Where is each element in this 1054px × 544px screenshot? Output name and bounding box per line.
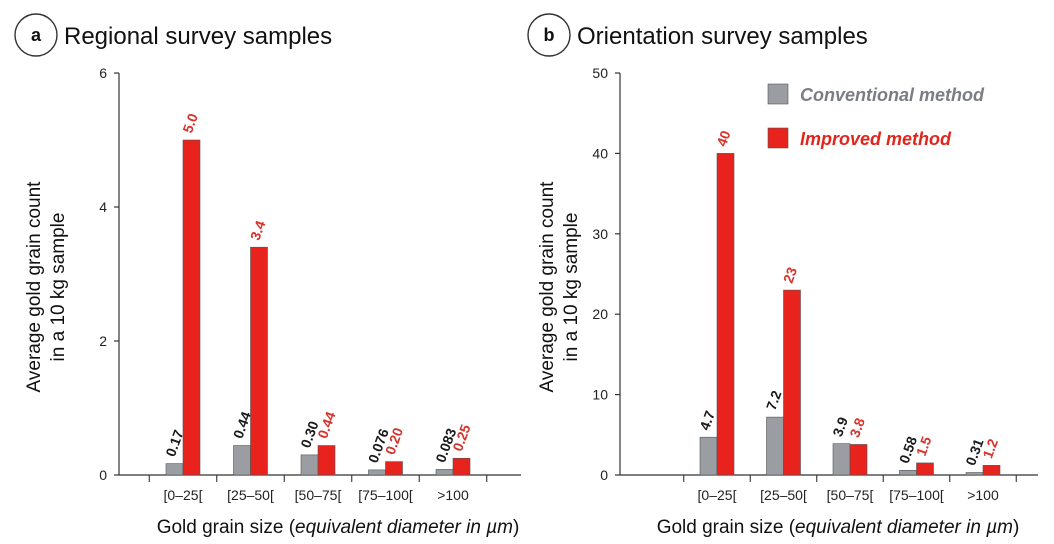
x-tick-label: >100 bbox=[437, 487, 469, 503]
data-label-improved: 0.44 bbox=[314, 409, 338, 440]
y-tick-label: 6 bbox=[99, 65, 107, 81]
x-axis-label-italic: equivalent diameter in µm bbox=[795, 517, 1013, 538]
bar-conventional bbox=[699, 436, 718, 476]
x-tick-label: [75–100[ bbox=[889, 487, 944, 503]
data-label-conventional: 3.9 bbox=[829, 415, 851, 439]
bar-conventional bbox=[832, 443, 851, 476]
bar-improved bbox=[250, 246, 268, 476]
data-label-improved: 1.5 bbox=[913, 434, 935, 458]
data-label-improved: 1.2 bbox=[979, 436, 1001, 460]
chart-title: Orientation survey samples bbox=[577, 23, 868, 50]
x-tick-label: [75–100[ bbox=[358, 487, 413, 503]
x-axis-label-italic: equivalent diameter in µm bbox=[295, 517, 513, 538]
data-label-improved: 3.8 bbox=[846, 416, 868, 440]
data-label-improved: 5.0 bbox=[179, 111, 201, 135]
bar-conventional bbox=[965, 472, 984, 476]
y-tick-label: 2 bbox=[99, 333, 107, 349]
x-axis-label: Gold grain size (equivalent diameter in … bbox=[657, 517, 1020, 538]
bar-conventional bbox=[368, 469, 386, 476]
x-tick-label: [50–75[ bbox=[827, 487, 874, 503]
bar-improved bbox=[783, 289, 801, 476]
y-axis-label-line: in a 10 kg sample bbox=[561, 213, 582, 362]
x-axis-label: Gold grain size (equivalent diameter in … bbox=[157, 517, 520, 538]
y-tick-label: 20 bbox=[592, 306, 608, 322]
data-label-improved: 0.25 bbox=[449, 422, 473, 453]
data-label-conventional: 4.7 bbox=[696, 408, 718, 432]
bar-improved bbox=[317, 445, 336, 476]
legend-swatch-improved bbox=[767, 127, 789, 149]
chart-panel-b: b Orientation survey samples 0 10 20 30 40 50 Av… bbox=[527, 13, 1038, 538]
x-tick-label: [0–25[ bbox=[698, 487, 737, 503]
chart-title: Regional survey samples bbox=[64, 23, 332, 50]
y-axis-label-line: Average gold grain count bbox=[537, 181, 558, 393]
x-axis-label-text: Gold grain size ( bbox=[157, 517, 296, 538]
bar-improved bbox=[916, 462, 934, 476]
panel-letter: a bbox=[31, 25, 42, 45]
bar-improved bbox=[849, 444, 868, 476]
x-axis-label-text: ) bbox=[513, 517, 519, 538]
bar-improved bbox=[385, 461, 403, 476]
x-tick-label: [25–50[ bbox=[227, 487, 274, 503]
bar-conventional bbox=[899, 470, 917, 476]
x-tick-label: [25–50[ bbox=[760, 487, 807, 503]
legend-swatch-conventional bbox=[767, 83, 789, 105]
bar-conventional bbox=[766, 416, 784, 476]
data-label-improved: 40 bbox=[713, 128, 733, 148]
y-tick-label: 30 bbox=[592, 226, 608, 242]
bar-conventional bbox=[300, 454, 319, 476]
legend-label-improved: Improved method bbox=[800, 129, 952, 149]
y-tick-label: 10 bbox=[592, 387, 608, 403]
y-tick-label: 40 bbox=[592, 145, 608, 161]
x-tick-label: >100 bbox=[967, 487, 999, 503]
y-axis-label-line: Average gold grain count bbox=[24, 181, 45, 393]
x-tick-label: [0–25[ bbox=[164, 487, 203, 503]
data-label-conventional: 7.2 bbox=[763, 388, 785, 412]
panel-letter-circle bbox=[527, 13, 571, 57]
y-tick-label: 0 bbox=[99, 467, 107, 483]
bar-conventional bbox=[165, 463, 184, 476]
data-label-improved: 3.4 bbox=[247, 218, 269, 242]
bar-conventional bbox=[435, 469, 454, 476]
y-axis-label-line: in a 10 kg sample bbox=[48, 213, 69, 362]
panel-letter: b bbox=[544, 25, 555, 45]
legend-label-conventional: Conventional method bbox=[800, 85, 985, 105]
chart-panel-a: a Regional survey samples 0 2 4 6 Average gold… bbox=[14, 13, 521, 538]
bar-improved bbox=[982, 465, 1001, 476]
bar-conventional bbox=[233, 445, 251, 476]
x-axis-label-text: Gold grain size ( bbox=[657, 517, 796, 538]
bar-improved bbox=[716, 153, 735, 476]
panel-letter-circle bbox=[14, 13, 58, 57]
bar-improved bbox=[452, 457, 471, 476]
x-tick-label: [50–75[ bbox=[295, 487, 342, 503]
bar-improved bbox=[182, 139, 201, 476]
y-tick-label: 0 bbox=[600, 467, 608, 483]
y-tick-label: 50 bbox=[592, 65, 608, 81]
data-label-improved: 23 bbox=[780, 265, 800, 285]
x-axis-label-text: ) bbox=[1013, 517, 1019, 538]
y-tick-label: 4 bbox=[99, 199, 107, 215]
